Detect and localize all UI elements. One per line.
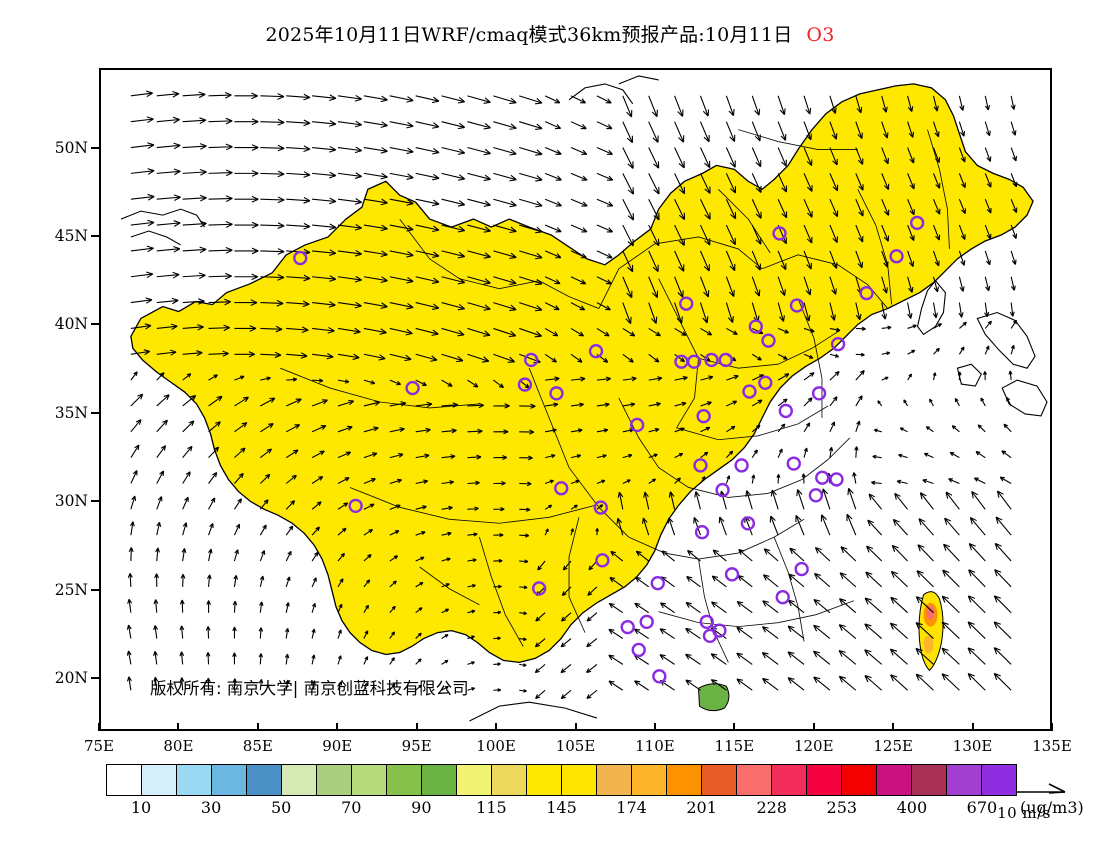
- colorbar-cells: [106, 764, 1017, 796]
- colorbar-cell: [772, 765, 807, 795]
- x-axis-tick-label: 90E: [322, 737, 353, 755]
- colorbar-tick-label: 90: [411, 798, 432, 817]
- colorbar-cell: [842, 765, 877, 795]
- x-axis-tick: [336, 723, 339, 731]
- y-axis-tick-label: 35N: [54, 403, 88, 422]
- y-axis-tick: [91, 588, 99, 591]
- colorbar-cell: [282, 765, 317, 795]
- colorbar-cell: [457, 765, 492, 795]
- y-axis-tick: [91, 500, 99, 503]
- x-axis-tick-label: 130E: [952, 737, 993, 755]
- neighbor-coastlines: [120, 75, 1048, 722]
- x-axis-tick-label: 115E: [714, 737, 755, 755]
- x-axis-tick: [495, 723, 498, 731]
- x-axis-tick-label: 120E: [793, 737, 834, 755]
- colorbar-tick-label: 400: [896, 798, 928, 817]
- colorbar-tick-label: 145: [546, 798, 577, 817]
- colorbar-cell: [247, 765, 282, 795]
- y-axis-tick-label: 40N: [54, 315, 88, 334]
- copyright-notice: 版权所有: 南京大学| 南京创蓝科技有限公司: [150, 679, 469, 698]
- y-axis-tick-label: 20N: [54, 668, 88, 687]
- y-axis-tick-label: 25N: [54, 580, 88, 599]
- x-axis-tick-label: 100E: [476, 737, 516, 755]
- x-axis-tick: [812, 723, 815, 731]
- colorbar-cell: [912, 765, 947, 795]
- x-axis-tick: [574, 723, 577, 731]
- colorbar-cell: [422, 765, 457, 795]
- y-axis-tick: [91, 323, 99, 326]
- colorbar-cell: [177, 765, 212, 795]
- colorbar-cell: [667, 765, 702, 795]
- colorbar-cell: [877, 765, 912, 795]
- colorbar-cell: [317, 765, 352, 795]
- colorbar-unit: (ug/m3): [1020, 798, 1084, 817]
- title-species: O3: [806, 24, 835, 46]
- y-axis-tick-label: 45N: [54, 226, 88, 245]
- x-axis-tick-label: 80E: [163, 737, 194, 755]
- y-axis-tick-label: 30N: [54, 492, 88, 511]
- colorbar-cell: [737, 765, 772, 795]
- title-text: 2025年10月11日WRF/cmaq模式36km预报产品:10月11日: [265, 24, 793, 46]
- colorbar-cell: [982, 765, 1016, 795]
- city-station-markers: [293, 215, 925, 684]
- colorbar-cell: [527, 765, 562, 795]
- y-axis-tick: [91, 146, 99, 149]
- map-canvas: [101, 70, 1050, 729]
- colorbar: [106, 764, 1017, 796]
- colorbar-cell: [107, 765, 142, 795]
- colorbar-tick-label: 670: [966, 798, 998, 817]
- x-axis-tick: [653, 723, 656, 731]
- country-outline: [130, 83, 1034, 664]
- y-axis-tick-label: 50N: [54, 138, 88, 157]
- colorbar-cell: [352, 765, 387, 795]
- wind-scale-label: 10 m/s: [997, 804, 1051, 822]
- x-axis-tick: [1051, 723, 1053, 731]
- x-axis-tick-label: 125E: [873, 737, 913, 755]
- x-axis-tick-label: 95E: [401, 737, 432, 755]
- colorbar-cell: [142, 765, 177, 795]
- y-axis-tick: [91, 676, 99, 679]
- x-axis-tick-label: 85E: [242, 737, 273, 755]
- x-axis-tick-label: 105E: [555, 737, 596, 755]
- colorbar-tick-label: 115: [476, 798, 507, 817]
- wind-vectors: [126, 90, 1018, 700]
- taiwan-island: [918, 591, 944, 672]
- china-o3-concentration-map: [120, 75, 1048, 722]
- x-axis-tick: [177, 723, 180, 731]
- colorbar-tick-label: 70: [341, 798, 362, 817]
- colorbar-tick-label: 50: [271, 798, 292, 817]
- colorbar-tick-label: 228: [756, 798, 787, 817]
- colorbar-tick-label: 253: [826, 798, 858, 817]
- colorbar-cell: [492, 765, 527, 795]
- x-axis-tick: [733, 723, 736, 731]
- x-axis-tick: [892, 723, 895, 731]
- colorbar-cell: [702, 765, 737, 795]
- x-axis-tick: [415, 723, 418, 731]
- y-axis-tick: [91, 411, 99, 414]
- colorbar-tick-label: 10: [130, 798, 152, 817]
- colorbar-tick-label: 30: [200, 798, 222, 817]
- y-axis-tick: [91, 234, 99, 237]
- x-axis-tick: [256, 723, 259, 731]
- x-axis-tick-label: 110E: [635, 737, 675, 755]
- colorbar-cell: [387, 765, 422, 795]
- x-axis-tick: [98, 723, 100, 731]
- page-title: 2025年10月11日WRF/cmaq模式36km预报产品:10月11日 O3: [0, 20, 1100, 47]
- colorbar-cell: [562, 765, 597, 795]
- colorbar-cell: [597, 765, 632, 795]
- colorbar-tick-label: 174: [616, 798, 647, 817]
- x-axis-tick-label: 75E: [83, 737, 115, 755]
- colorbar-cell: [807, 765, 842, 795]
- colorbar-cell: [632, 765, 667, 795]
- hainan-island: [697, 683, 730, 712]
- colorbar-tick-label: 201: [686, 798, 717, 817]
- map-plot-area: [99, 68, 1052, 731]
- colorbar-cell: [212, 765, 247, 795]
- x-axis-tick-label: 135E: [1032, 737, 1072, 755]
- colorbar-cell: [947, 765, 982, 795]
- x-axis-tick: [971, 723, 974, 731]
